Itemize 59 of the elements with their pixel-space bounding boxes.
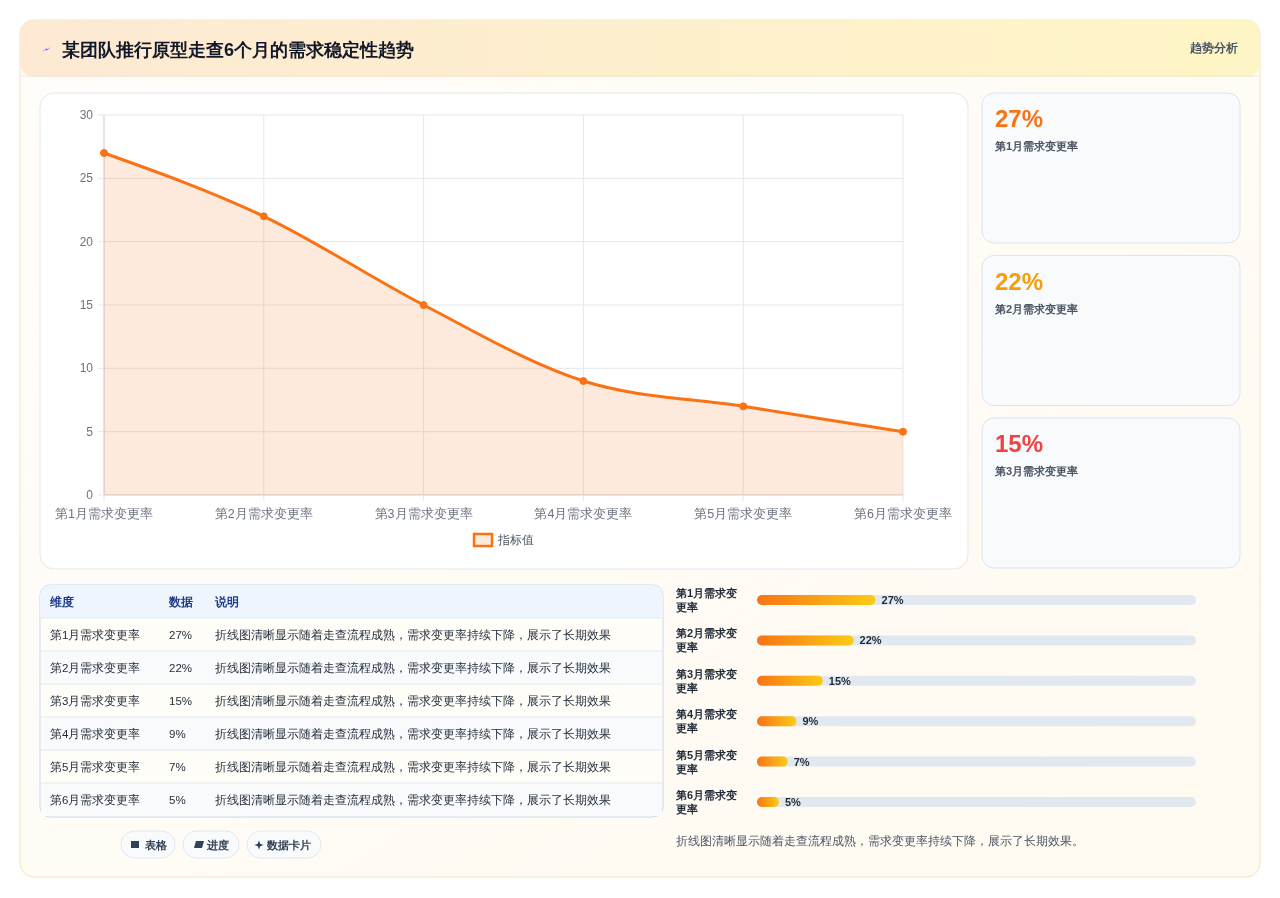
- text: 维度: [49, 595, 74, 608]
- text: 表格: [144, 839, 168, 851]
- x-tick-label: 第2月需求变更率: [214, 506, 313, 521]
- text: 22%: [169, 662, 193, 674]
- y-tick-label: 第1月需求变更率: [675, 587, 738, 613]
- category-label: 第3月需求变更率: [995, 465, 1079, 477]
- y-tick-label: 第3月需求变更率: [675, 667, 738, 694]
- text: 折线图清晰显示随着走查流程成熟，需求变更率持续下降，展示了长期效果。: [676, 834, 1084, 848]
- bar: [757, 716, 797, 727]
- x-tick-label: 第5月需求变更率: [694, 506, 793, 521]
- text: 7%: [169, 761, 186, 773]
- chart-title: 某团队推行原型走查6个月的需求稳定性趋势: [61, 40, 415, 60]
- data-label: 9%: [802, 715, 819, 728]
- y-tick-label: 10: [79, 361, 94, 376]
- category-label: 第2月需求变更率: [995, 302, 1079, 315]
- y-tick-label: 0: [86, 488, 94, 502]
- text: 27%: [995, 105, 1044, 132]
- y-tick-label: 第6月需求变更率: [675, 789, 738, 815]
- y-tick-label: 25: [79, 171, 94, 186]
- text: 5%: [169, 794, 186, 806]
- y-tick-label: 15: [79, 298, 94, 312]
- text: 折线图清晰显示随着走查流程成熟，需求变更率持续下降，展示了长期效果: [215, 794, 611, 806]
- x-tick-label: 第6月需求变更率: [854, 506, 952, 521]
- data-label: 27%: [881, 594, 904, 606]
- text: 折线图清晰显示随着走查流程成熟，需求变更率持续下降，展示了长期效果: [215, 728, 611, 740]
- x-tick-label: 第1月需求变更率: [55, 506, 153, 521]
- y-tick-label: 20: [79, 234, 94, 249]
- x-tick-label: 第3月需求变更率: [374, 506, 473, 521]
- y-tick-label: 30: [79, 108, 94, 122]
- text: 进度: [206, 839, 229, 851]
- bar: [757, 675, 823, 686]
- text: 15%: [995, 430, 1044, 457]
- text: 折线图清晰显示随着走查流程成熟，需求变更率持续下降，展示了长期效果: [215, 662, 611, 674]
- text: 数据卡片: [266, 839, 311, 851]
- bar: [757, 595, 876, 605]
- category-label: 第1月需求变更率: [995, 140, 1079, 152]
- y-tick-label: 第5月需求变更率: [675, 748, 738, 775]
- y-tick-label: 第2月需求变更率: [675, 627, 738, 654]
- data-label: 22%: [859, 634, 882, 647]
- text: 说明: [214, 595, 239, 608]
- bar: [757, 635, 854, 646]
- x-tick-label: 第4月需求变更率: [534, 506, 633, 521]
- text: 22%: [995, 267, 1044, 295]
- y-tick-label: 5: [86, 424, 94, 439]
- text: 数据: [168, 596, 193, 609]
- data-label: 7%: [793, 755, 810, 768]
- bar: [757, 797, 779, 807]
- text: 趋势分析: [1189, 41, 1238, 55]
- y-tick-label: 第4月需求变更率: [675, 708, 738, 735]
- text: 折线图清晰显示随着走查流程成熟，需求变更率持续下降，展示了长期效果: [215, 695, 611, 707]
- text: 折线图清晰显示随着走查流程成熟，需求变更率持续下降，展示了长期效果: [215, 628, 611, 641]
- bar: [757, 756, 788, 767]
- text: 9%: [169, 728, 186, 740]
- legend-label: 指标值: [497, 533, 534, 547]
- text: 折线图清晰显示随着走查流程成熟，需求变更率持续下降，展示了长期效果: [215, 761, 611, 773]
- data-label: 5%: [784, 796, 802, 808]
- data-label: 15%: [828, 674, 852, 687]
- text: 15%: [169, 695, 193, 707]
- text: 27%: [169, 629, 193, 641]
